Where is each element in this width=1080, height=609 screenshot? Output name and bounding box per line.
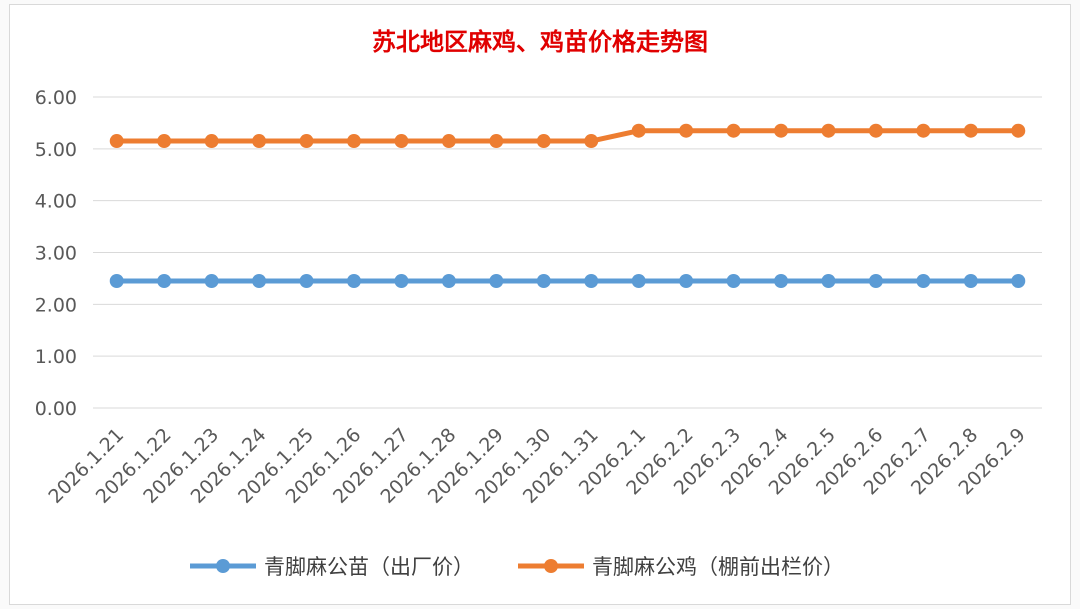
legend[interactable]: 青脚麻公苗（出厂价） 青脚麻公鸡（棚前出栏价）: [190, 555, 844, 579]
y-tick-label: 0.00: [35, 398, 77, 420]
data-point: [631, 123, 646, 138]
data-point: [916, 274, 931, 289]
data-point: [536, 274, 551, 289]
data-point: [441, 274, 456, 289]
y-tick-label: 5.00: [35, 139, 77, 161]
data-point: [774, 274, 789, 289]
legend-label: 青脚麻公苗（出厂价）: [264, 555, 474, 579]
data-point: [204, 134, 219, 149]
chart-title: 苏北地区麻鸡、鸡苗价格走势图: [372, 27, 708, 56]
data-point: [963, 274, 978, 289]
data-point: [679, 123, 694, 138]
data-point: [394, 274, 409, 289]
data-point: [109, 134, 124, 149]
data-point: [868, 123, 883, 138]
legend-swatch-marker: [544, 559, 558, 573]
data-point: [821, 274, 836, 289]
data-point: [489, 274, 504, 289]
data-point: [1011, 274, 1026, 289]
data-point: [726, 123, 741, 138]
data-point: [726, 274, 741, 289]
data-point: [868, 274, 883, 289]
data-point: [584, 274, 599, 289]
series-group: [109, 123, 1026, 289]
data-point: [157, 134, 172, 149]
data-point: [584, 134, 599, 149]
data-point: [489, 134, 504, 149]
data-point: [252, 274, 267, 289]
data-point: [916, 123, 931, 138]
legend-label: 青脚麻公鸡（棚前出栏价）: [592, 555, 844, 579]
data-point: [774, 123, 789, 138]
y-tick-label: 6.00: [35, 87, 77, 109]
series-line-1: [116, 128, 1019, 144]
data-point: [536, 134, 551, 149]
data-point: [109, 274, 124, 289]
data-point: [204, 274, 219, 289]
data-point: [157, 274, 172, 289]
data-point: [252, 134, 267, 149]
gridlines: [93, 96, 1042, 409]
y-tick-label: 1.00: [35, 346, 77, 368]
legend-swatch-marker: [216, 559, 230, 573]
y-tick-label: 2.00: [35, 294, 77, 316]
legend-item-1[interactable]: 青脚麻公鸡（棚前出栏价）: [518, 555, 844, 579]
data-point: [346, 274, 361, 289]
data-point: [299, 134, 314, 149]
x-axis-ticks: 2026.1.212026.1.222026.1.232026.1.242026…: [44, 424, 1029, 508]
data-point: [346, 134, 361, 149]
data-point: [394, 134, 409, 149]
y-tick-label: 3.00: [35, 243, 77, 265]
data-point: [441, 134, 456, 149]
data-point: [963, 123, 978, 138]
legend-item-0[interactable]: 青脚麻公苗（出厂价）: [190, 555, 474, 579]
data-point: [821, 123, 836, 138]
y-tick-label: 4.00: [35, 191, 77, 213]
data-point: [631, 274, 646, 289]
data-point: [679, 274, 694, 289]
y-axis-ticks: 0.00 1.00 2.00 3.00 4.00 5.00 6.00: [35, 87, 77, 420]
data-point: [299, 274, 314, 289]
data-point: [1011, 123, 1026, 138]
